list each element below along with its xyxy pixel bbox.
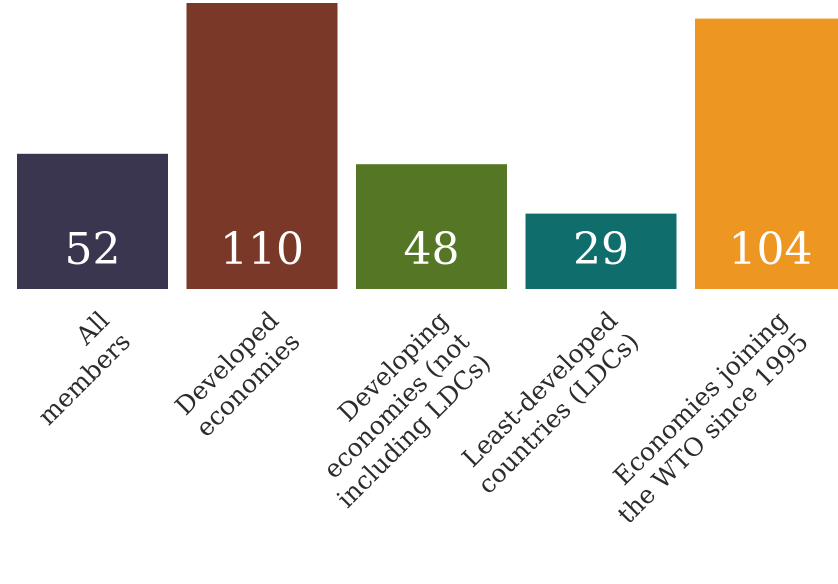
bar-1 (17, 153, 168, 289)
bar-5 (695, 18, 838, 289)
bars-layer (17, 3, 838, 289)
bar-3 (356, 164, 507, 289)
bar-value-label-3: 48 (404, 224, 460, 275)
bar-4 (525, 213, 677, 289)
value-labels-layer: 52 110 48 29 104 (65, 224, 813, 275)
category-label-5-line-2: the WTO since 1995 (612, 327, 814, 529)
bar-value-label-5: 104 (729, 224, 813, 275)
bar-value-label-4: 29 (573, 224, 629, 275)
bar-2 (186, 3, 338, 289)
bar-value-label-1: 52 (65, 224, 121, 275)
category-label-5-line-1: Economies joining (608, 306, 793, 491)
bar-value-label-2: 110 (220, 224, 304, 275)
